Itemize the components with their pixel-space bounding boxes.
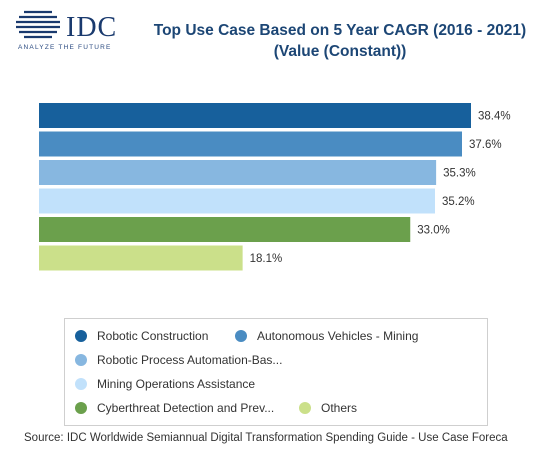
bar-value-label: 18.1% [250, 253, 283, 265]
bar-value-label: 35.2% [442, 196, 475, 208]
bar-6[interactable] [39, 245, 243, 271]
bar-value-label: 35.3% [443, 168, 476, 180]
legend-item[interactable]: Cyberthreat Detection and Prev... [75, 401, 274, 415]
legend-item[interactable]: Others [299, 401, 357, 415]
idc-logo: IDC ANALYZE THE FUTURE [14, 8, 134, 56]
bar-value-label: 38.4% [478, 111, 511, 123]
legend-label: Others [321, 401, 358, 415]
legend-swatch [235, 330, 247, 342]
legend-label: Mining Operations Assistance [97, 377, 256, 391]
bar-2[interactable] [39, 131, 462, 157]
legend-label: Robotic Construction [97, 329, 209, 343]
bar-5[interactable] [39, 217, 411, 242]
bar-1[interactable] [39, 103, 471, 128]
chart-legend: Robotic Construction Autonomous Vehicles … [64, 318, 488, 426]
legend-label: Autonomous Vehicles - Mining [257, 329, 419, 343]
legend-swatch [75, 378, 87, 390]
bar-3[interactable] [39, 160, 437, 185]
legend-item[interactable]: Robotic Construction [75, 329, 208, 343]
legend-item[interactable]: Autonomous Vehicles - Mining [235, 329, 418, 343]
legend-swatch [75, 402, 87, 414]
logo-tagline: ANALYZE THE FUTURE [18, 44, 112, 51]
chart-title: Top Use Case Based on 5 Year CAGR (2016 … [153, 22, 527, 60]
legend-item[interactable]: Mining Operations Assistance [75, 377, 255, 391]
logo-wordmark: IDC [66, 12, 118, 43]
legend-label: Robotic Process Automation-Bas... [97, 353, 283, 367]
bar-value-label: 33.0% [417, 225, 450, 237]
bar-value-label: 37.6% [469, 139, 502, 151]
legend-swatch [75, 330, 87, 342]
legend-swatch [299, 402, 311, 414]
bar-4[interactable] [39, 188, 435, 214]
globe-icon [16, 10, 60, 39]
source-note: Source: IDC Worldwide Semiannual Digital… [24, 432, 508, 444]
legend-label: Cyberthreat Detection and Prev... [97, 401, 275, 415]
legend-item[interactable]: Robotic Process Automation-Bas... [75, 353, 282, 367]
legend-swatch [75, 354, 87, 366]
